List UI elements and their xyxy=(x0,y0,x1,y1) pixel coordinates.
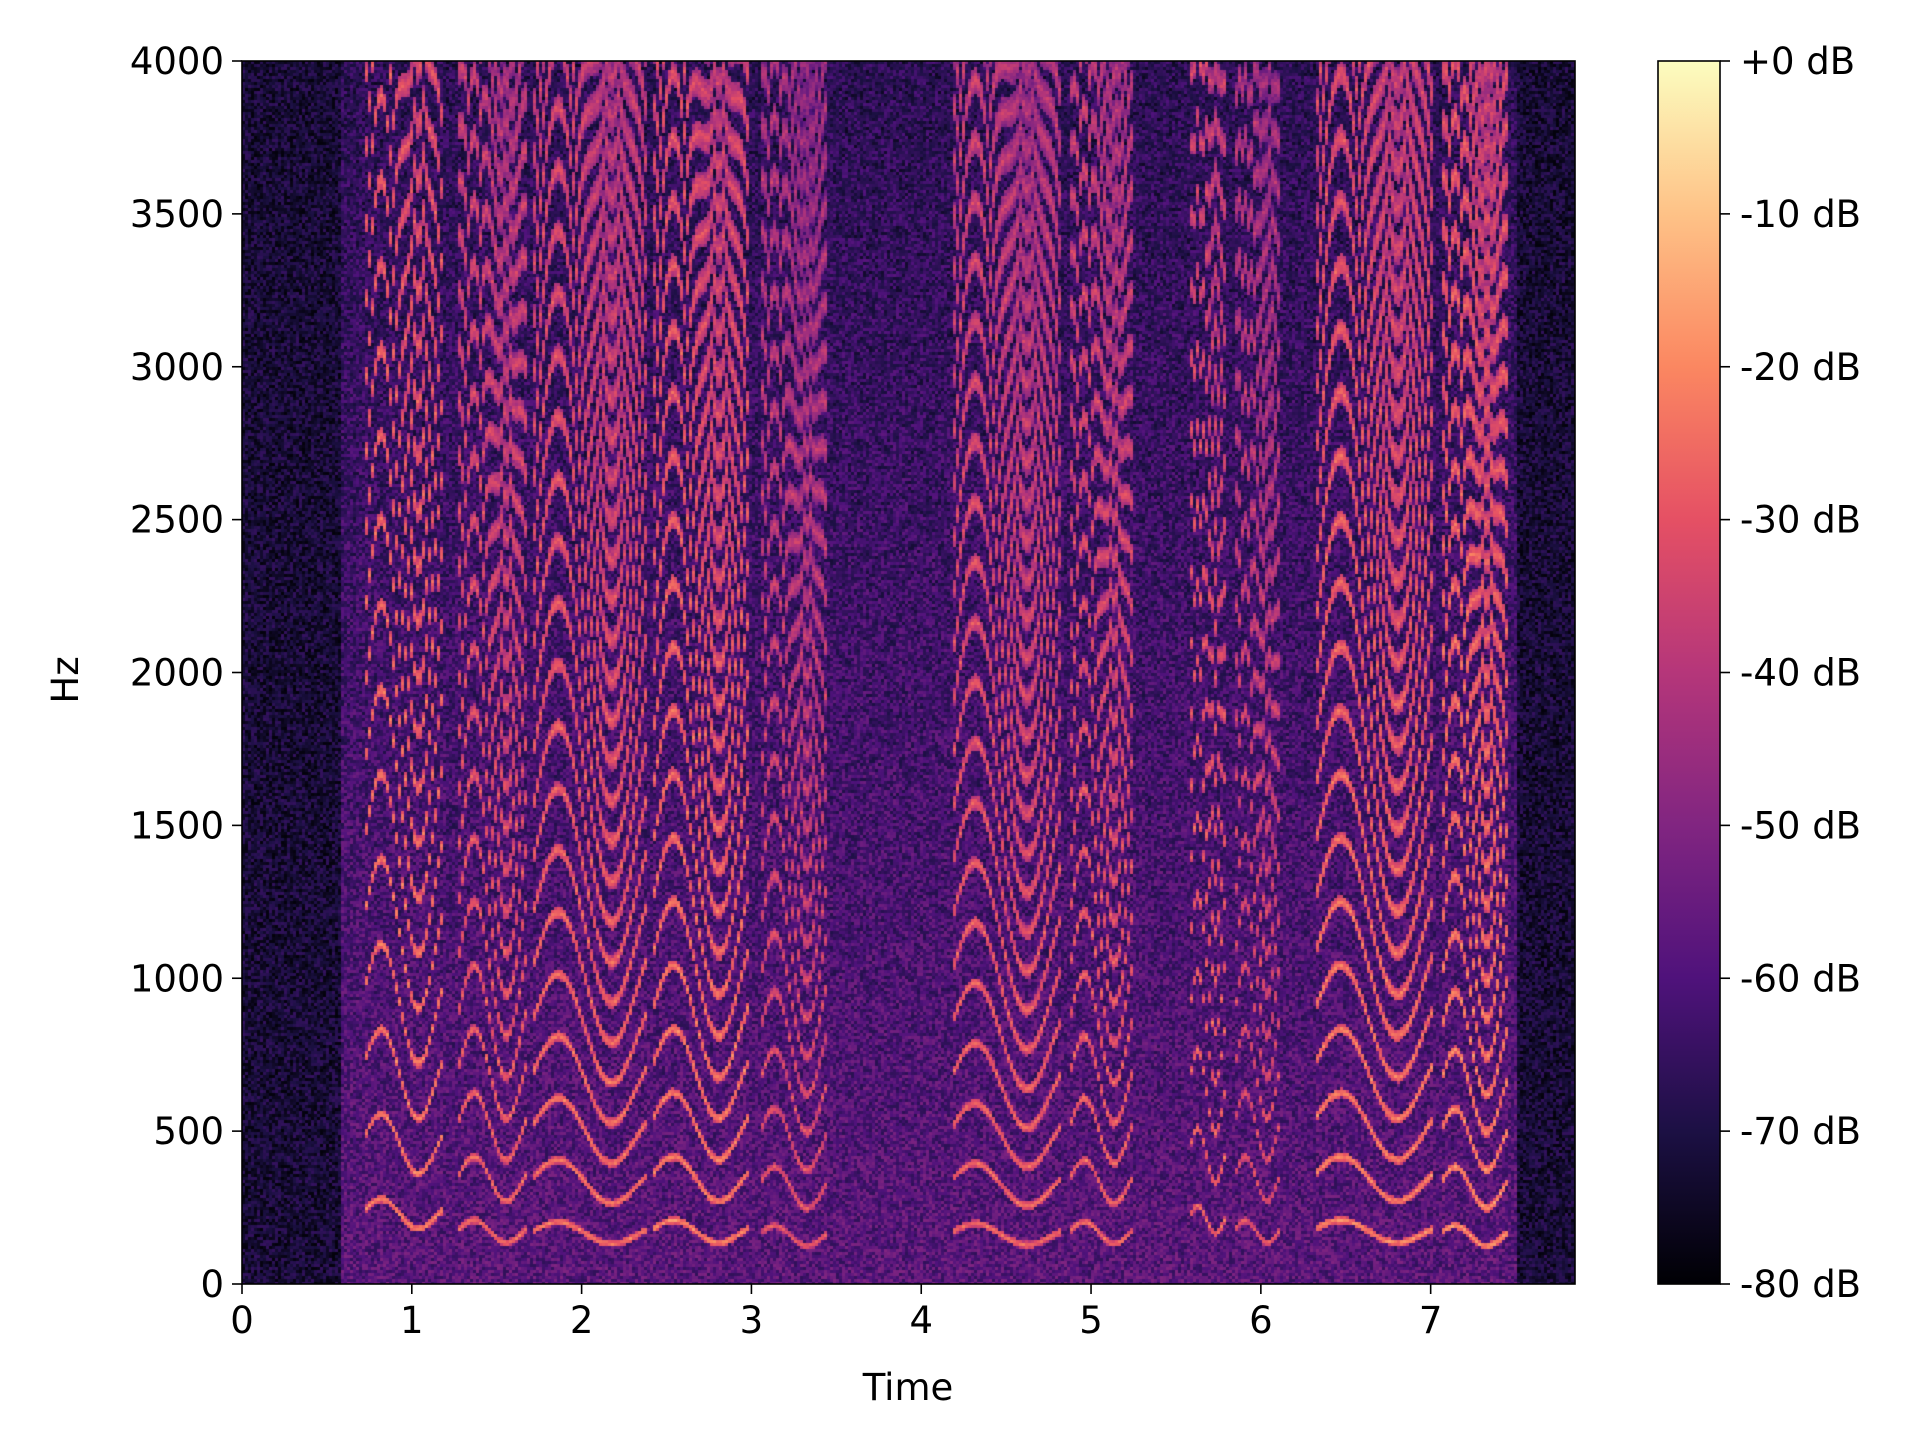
y-tick-label: 3000 xyxy=(130,346,224,389)
x-tick-label: 5 xyxy=(1079,1299,1103,1342)
x-tick-label: 3 xyxy=(740,1299,764,1342)
y-tick-label: 2500 xyxy=(130,499,224,542)
x-tick-label: 0 xyxy=(230,1299,254,1342)
y-tick-label: 4000 xyxy=(130,40,224,83)
y-tick-label: 2000 xyxy=(130,652,224,695)
x-tick-label: 2 xyxy=(570,1299,594,1342)
y-tick-label: 3500 xyxy=(130,193,224,236)
x-tick-label: 4 xyxy=(909,1299,933,1342)
colorbar-tick-label: -50 dB xyxy=(1740,804,1861,847)
colorbar-tick-label: -10 dB xyxy=(1740,193,1861,236)
y-tick-label: 0 xyxy=(200,1263,224,1306)
colorbar-tick-label: -60 dB xyxy=(1740,957,1861,1000)
y-axis: 0 500 1000 1500 2000 2500 3000 3500 4000 xyxy=(130,40,242,1306)
colorbar-tick-label: -70 dB xyxy=(1740,1110,1861,1153)
spectrogram-image xyxy=(242,61,1575,1284)
colorbar-tick-label: +0 dB xyxy=(1740,40,1855,83)
y-tick-label: 1500 xyxy=(130,804,224,847)
x-tick-label: 6 xyxy=(1249,1299,1273,1342)
x-axis: 0 1 2 3 4 5 6 7 xyxy=(230,1284,1442,1342)
colorbar-ticks: +0 dB -10 dB -20 dB -30 dB -40 dB -50 dB -60 d… xyxy=(1720,40,1861,1306)
y-tick-label: 1000 xyxy=(130,957,224,1000)
y-axis-label: Hz xyxy=(44,656,87,703)
y-tick-label: 500 xyxy=(153,1110,224,1153)
colorbar xyxy=(1657,60,1721,1285)
x-tick-label: 7 xyxy=(1419,1299,1443,1342)
plot-area xyxy=(241,60,1576,1285)
x-axis-label: Time xyxy=(862,1366,954,1409)
colorbar-gradient xyxy=(1657,60,1721,1285)
colorbar-tick-label: -80 dB xyxy=(1740,1263,1861,1306)
colorbar-tick-label: -20 dB xyxy=(1740,346,1861,389)
colorbar-tick-label: -30 dB xyxy=(1740,499,1861,542)
colorbar-tick-label: -40 dB xyxy=(1740,652,1861,695)
x-tick-label: 1 xyxy=(400,1299,424,1342)
